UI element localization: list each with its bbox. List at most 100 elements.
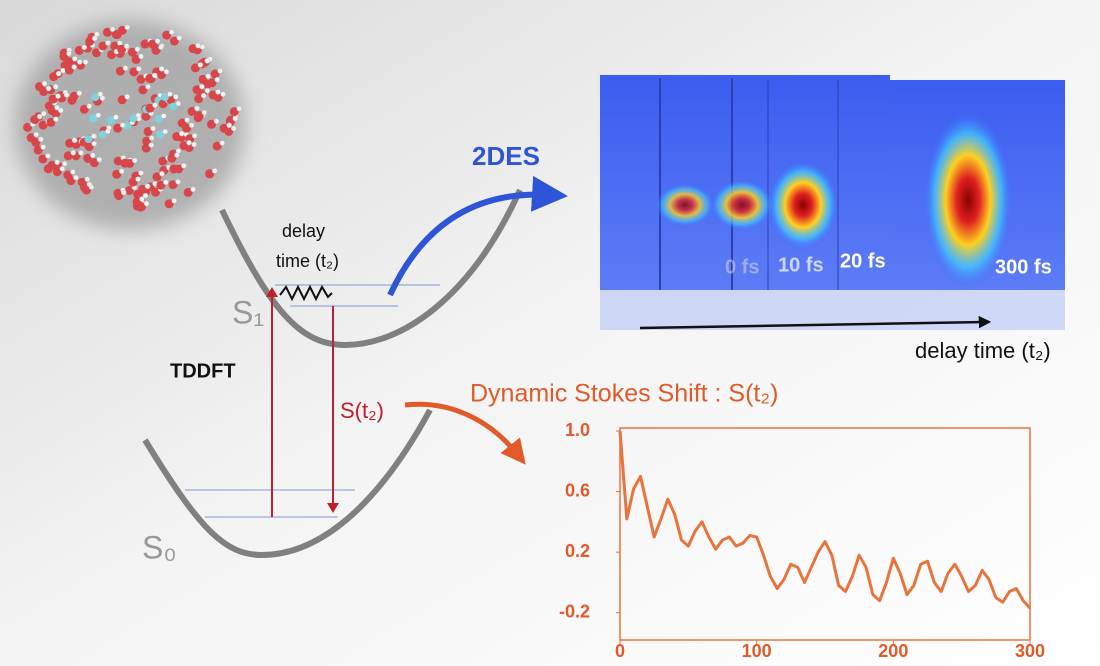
delay-axis-arrow xyxy=(639,315,992,330)
delay-label: time (t₂) xyxy=(276,251,339,271)
atom xyxy=(113,123,123,133)
atom xyxy=(49,72,59,82)
atom xyxy=(36,113,43,120)
atom xyxy=(128,177,138,187)
x-tick-label: 0 xyxy=(615,641,625,661)
s0-label: S₀ xyxy=(142,529,177,565)
y-tick-label: 1.0 xyxy=(565,420,590,440)
atom xyxy=(124,24,131,31)
atom xyxy=(163,179,169,185)
atom xyxy=(89,158,99,168)
atom xyxy=(35,82,45,92)
atom xyxy=(197,62,204,68)
atom xyxy=(199,84,205,90)
atom xyxy=(167,153,177,163)
atom xyxy=(46,117,56,127)
wavy-relaxation xyxy=(279,284,333,302)
atom xyxy=(129,67,139,77)
atom xyxy=(152,72,158,79)
atom xyxy=(123,43,130,50)
delay-axis-label: delay time (t₂) xyxy=(915,338,1051,363)
atom xyxy=(107,50,117,60)
atom xyxy=(207,119,217,129)
spectrum-peak xyxy=(767,160,839,250)
atom xyxy=(47,106,57,116)
atom xyxy=(204,58,210,64)
atom xyxy=(152,172,162,182)
atom xyxy=(162,30,172,40)
atom xyxy=(217,68,223,74)
atom xyxy=(55,70,62,77)
atom xyxy=(81,44,88,51)
atom xyxy=(200,92,207,99)
atom xyxy=(41,80,48,87)
panel-label: 0 fs xyxy=(725,256,759,278)
atom xyxy=(135,176,141,182)
atom xyxy=(210,69,220,79)
atom xyxy=(204,87,211,94)
s0-curve xyxy=(142,408,433,559)
atom xyxy=(71,137,78,144)
atom xyxy=(125,158,135,168)
atom xyxy=(121,189,127,196)
spectrum-peak xyxy=(710,179,774,231)
atom xyxy=(105,128,111,135)
atom xyxy=(112,169,122,179)
atom xyxy=(215,89,221,95)
atom xyxy=(54,104,60,111)
atom xyxy=(97,91,104,97)
atom xyxy=(90,152,96,159)
atom xyxy=(214,76,220,83)
s1-label: S₁ xyxy=(232,294,264,330)
atom xyxy=(70,169,76,175)
atom xyxy=(219,123,229,133)
chart: Dynamic Stokes Shift : S(t₂) 1.0 0.6 0.2 -0.… xyxy=(470,380,1045,661)
panel-label: 10 fs xyxy=(778,254,824,276)
atom xyxy=(83,153,93,163)
atom xyxy=(61,161,68,167)
atom xyxy=(148,142,155,148)
plot-frame xyxy=(619,427,1031,641)
atom xyxy=(138,53,144,60)
atom xyxy=(173,94,179,100)
x-tick-label: 100 xyxy=(742,641,772,661)
atom xyxy=(148,39,158,49)
atom xyxy=(38,136,44,143)
atom xyxy=(59,51,69,61)
atom xyxy=(168,29,175,35)
atom xyxy=(95,112,102,118)
atom xyxy=(194,94,204,104)
2des-arrow xyxy=(387,175,568,297)
atom xyxy=(226,122,232,129)
atom xyxy=(143,127,153,137)
atom xyxy=(86,181,93,188)
atom xyxy=(131,54,141,64)
atom xyxy=(52,167,62,177)
atom xyxy=(208,90,218,100)
atom xyxy=(76,59,83,65)
atom xyxy=(191,141,197,148)
atom xyxy=(148,135,155,141)
atom xyxy=(174,152,180,158)
atom xyxy=(145,84,151,90)
atom xyxy=(115,66,125,76)
atom xyxy=(105,40,111,46)
atom xyxy=(176,35,183,41)
atom xyxy=(181,163,187,169)
atom xyxy=(79,182,89,192)
atom xyxy=(117,95,127,105)
atom xyxy=(158,66,165,72)
atom xyxy=(205,169,215,179)
tddft-label: TDDFT xyxy=(170,360,236,382)
atom xyxy=(178,130,185,137)
atom xyxy=(167,91,173,97)
atom xyxy=(169,36,179,46)
atom xyxy=(84,142,94,152)
atom xyxy=(66,50,72,57)
atom xyxy=(171,198,177,204)
atom xyxy=(152,102,158,108)
atom xyxy=(141,143,151,153)
atom xyxy=(23,122,33,132)
panel-label: 20 fs xyxy=(840,250,886,272)
